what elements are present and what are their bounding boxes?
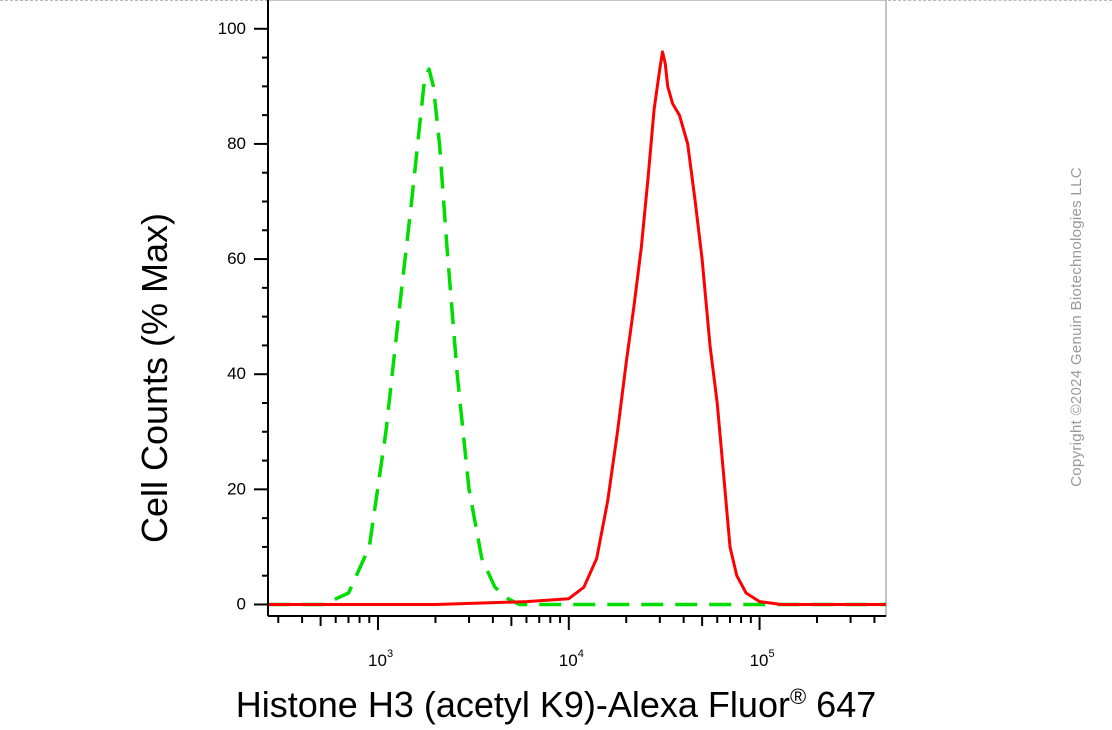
x-tick-label: 103 bbox=[368, 648, 393, 670]
y-tick-label: 20 bbox=[227, 479, 246, 498]
axes-layer: 0 20 40 60 80 100 103 104 105 bbox=[218, 0, 886, 670]
y-tick-label: 100 bbox=[218, 19, 246, 38]
x-tick-label: 104 bbox=[559, 648, 584, 670]
y-tick-label: 0 bbox=[237, 594, 246, 613]
top-dashed-border-right bbox=[888, 0, 1112, 1]
series-2-line bbox=[268, 50, 886, 606]
plot-area-frame bbox=[267, 0, 887, 617]
y-tick-label: 40 bbox=[227, 364, 246, 383]
y-tick-label: 60 bbox=[227, 249, 246, 268]
top-dashed-border-left bbox=[0, 0, 268, 1]
x-axis-title-main: Histone H3 (acetyl K9)-Alexa Fluor bbox=[236, 684, 790, 725]
x-axis-title-suffix: 647 bbox=[806, 684, 876, 725]
x-tick-label: 105 bbox=[750, 648, 775, 670]
copyright-notice: Copyright ©2024 Genuin Biotechnologies L… bbox=[1068, 167, 1085, 487]
x-axis-title: Histone H3 (acetyl K9)-Alexa Fluor® 647 bbox=[236, 684, 877, 725]
registered-mark: ® bbox=[790, 684, 806, 709]
series-layer bbox=[268, 50, 886, 607]
y-axis-title: Cell Counts (% Max) bbox=[134, 213, 175, 543]
y-tick-label: 80 bbox=[227, 134, 246, 153]
